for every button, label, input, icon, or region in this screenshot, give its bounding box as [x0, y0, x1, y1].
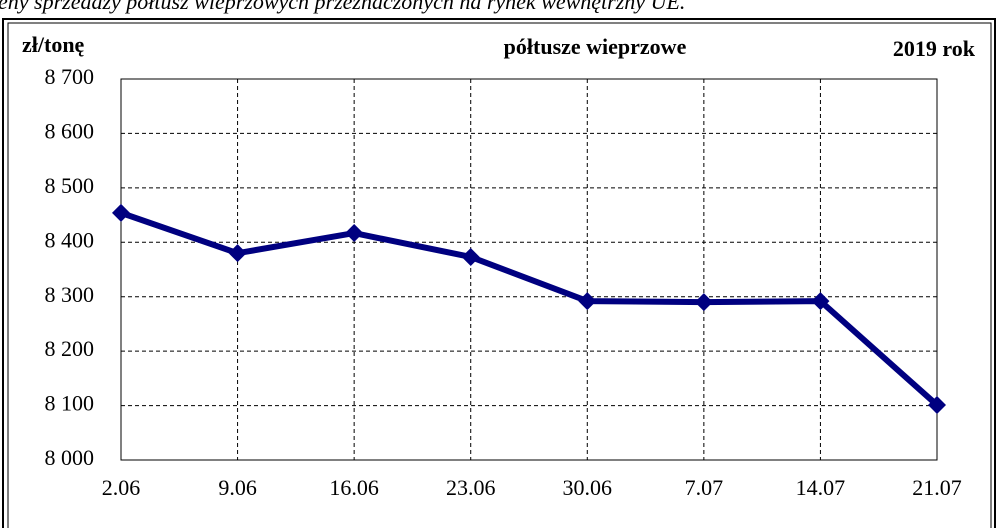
plot-area [120, 78, 938, 461]
y-tick-label: 8 300 [45, 282, 95, 307]
frame-inner [7, 22, 992, 528]
marker [694, 293, 713, 312]
chart-title: półtusze wieprzowe [504, 34, 687, 59]
year-label: 2019 rok [893, 36, 976, 61]
y-tick-label: 8 500 [45, 173, 95, 198]
y-tick-label: 8 600 [45, 118, 95, 143]
page-header: eny sprzedaży półtusz wieprzowych przezn… [0, 0, 685, 14]
x-tick-label: 21.07 [912, 475, 962, 500]
y-tick-label: 8 400 [45, 227, 95, 252]
x-tick-label: 7.07 [685, 475, 724, 500]
x-tick-label: 2.06 [102, 475, 141, 500]
marker [461, 247, 480, 266]
marker [112, 203, 130, 222]
x-tick-label: 14.07 [796, 475, 846, 500]
y-tick-label: 8 000 [45, 445, 95, 470]
y-tick-label: 8 700 [45, 64, 95, 89]
x-tick-label: 23.06 [446, 475, 496, 500]
y-axis-label: zł/tonę [22, 32, 85, 57]
y-tick-label: 8 200 [45, 336, 95, 361]
marker [228, 244, 247, 263]
series-line [120, 210, 939, 408]
x-tick-label: 9.06 [218, 475, 257, 500]
x-tick-label: 16.06 [329, 475, 379, 500]
marker [578, 292, 597, 311]
frame [2, 18, 996, 528]
marker [811, 292, 830, 311]
y-tick-label: 8 100 [45, 391, 95, 416]
marker [928, 396, 946, 415]
marker [345, 224, 364, 243]
x-tick-label: 30.06 [563, 475, 613, 500]
